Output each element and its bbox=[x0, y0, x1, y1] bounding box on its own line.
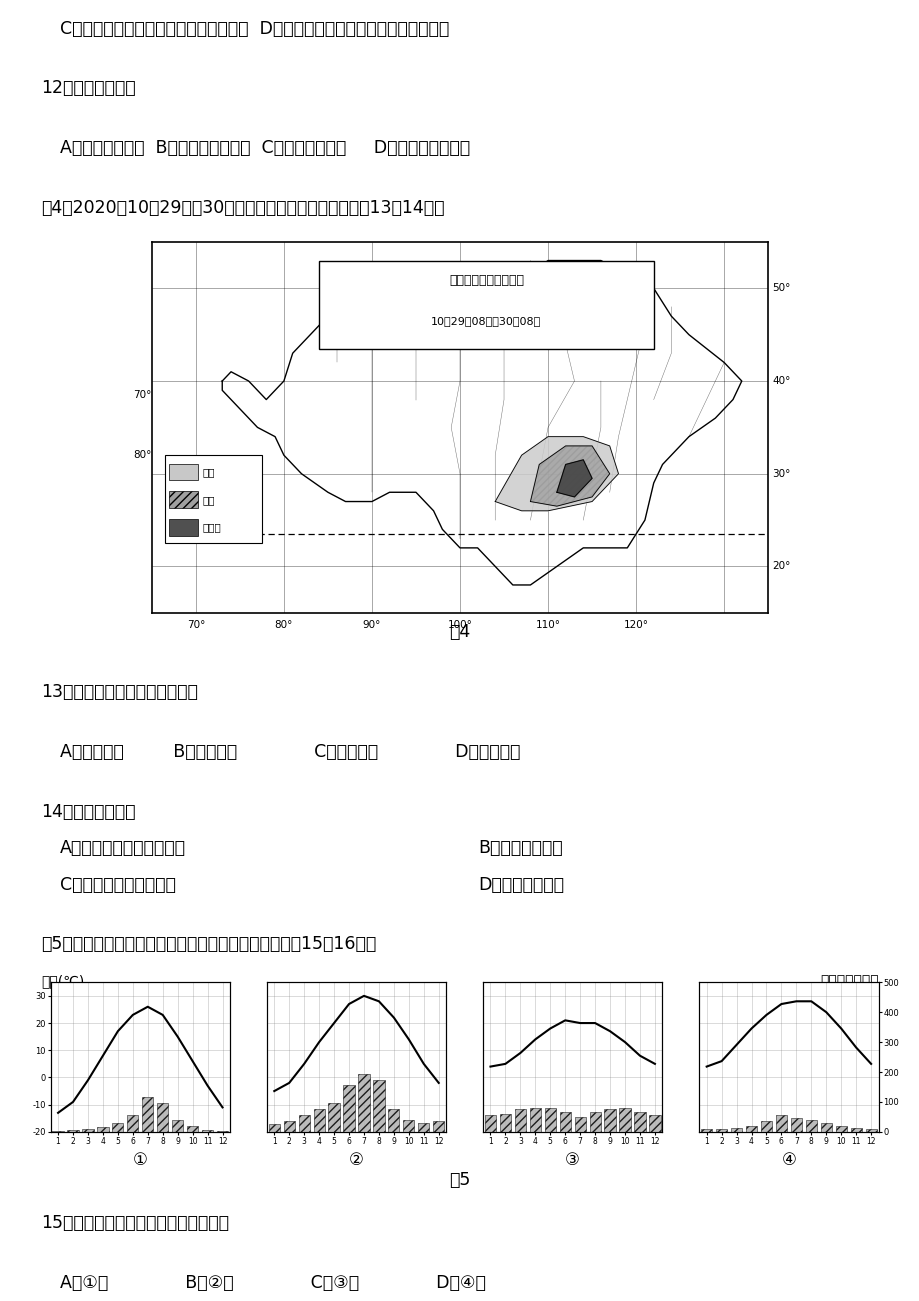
Bar bbox=[328, 1103, 339, 1132]
Bar bbox=[373, 1080, 384, 1132]
Text: A．①城              B．②城              C．③城              D．④城: A．①城 B．②城 C．③城 D．④城 bbox=[60, 1274, 485, 1292]
Text: 30°: 30° bbox=[772, 468, 790, 479]
Text: 90°: 90° bbox=[362, 621, 380, 630]
Bar bbox=[433, 1121, 444, 1132]
Bar bbox=[142, 1098, 153, 1132]
Bar bbox=[745, 1127, 756, 1132]
Text: 图4: 图4 bbox=[448, 623, 471, 641]
Polygon shape bbox=[530, 446, 609, 506]
Bar bbox=[319, 260, 653, 349]
Text: 15．四个城市中，年降水量最丰富的是: 15．四个城市中，年降水量最丰富的是 bbox=[41, 1214, 229, 1232]
Bar bbox=[805, 1120, 816, 1132]
Bar bbox=[358, 1073, 369, 1132]
Text: 图4是2020年10月29日～30日全国降雨区预报图，读图回答13～14题。: 图4是2020年10月29日～30日全国降雨区预报图，读图回答13～14题。 bbox=[41, 199, 445, 217]
Text: 14．降雨的雨带呈: 14．降雨的雨带呈 bbox=[41, 803, 136, 821]
Bar bbox=[760, 1121, 771, 1132]
Bar bbox=[283, 1121, 294, 1132]
Bar bbox=[418, 1124, 429, 1132]
Bar bbox=[544, 1108, 555, 1132]
Text: 10月29日08时～30日08时: 10月29日08时～30日08时 bbox=[431, 316, 541, 325]
Text: 120°: 120° bbox=[623, 621, 648, 630]
Text: 70°: 70° bbox=[187, 621, 205, 630]
Bar bbox=[820, 1124, 831, 1132]
Bar bbox=[172, 1120, 183, 1132]
Bar bbox=[169, 492, 198, 507]
Bar bbox=[313, 1110, 324, 1132]
Bar bbox=[529, 1108, 540, 1132]
Bar bbox=[834, 1127, 845, 1132]
Text: 80°: 80° bbox=[275, 621, 293, 630]
Text: C．东北一西南方向延伸: C．东北一西南方向延伸 bbox=[60, 876, 176, 894]
Text: 暴雨: 暴雨 bbox=[203, 494, 215, 505]
Text: ④: ④ bbox=[780, 1151, 796, 1170]
Text: 图5: 图5 bbox=[448, 1171, 471, 1189]
Bar bbox=[515, 1110, 526, 1132]
Bar bbox=[649, 1115, 660, 1132]
Bar bbox=[715, 1129, 726, 1132]
Text: 降水量（毫米）: 降水量（毫米） bbox=[819, 974, 878, 989]
Bar bbox=[202, 1129, 213, 1132]
Bar bbox=[83, 1129, 94, 1132]
Bar bbox=[775, 1115, 786, 1132]
Bar bbox=[343, 1085, 354, 1132]
Text: A．非洲板块边缘  B．印度洋板块内部  C．亚欧板块边缘     D．太平洋板块内部: A．非洲板块边缘 B．印度洋板块内部 C．亚欧板块边缘 D．太平洋板块内部 bbox=[60, 139, 470, 157]
Bar bbox=[127, 1115, 138, 1132]
Text: ③: ③ bbox=[564, 1151, 580, 1170]
Bar bbox=[97, 1128, 108, 1132]
Text: 70°: 70° bbox=[133, 390, 152, 399]
Bar bbox=[403, 1120, 414, 1132]
Text: 80°: 80° bbox=[133, 450, 152, 461]
Text: D．南北方向延伸: D．南北方向延伸 bbox=[478, 876, 563, 894]
Text: 大雨: 大雨 bbox=[203, 467, 215, 477]
Bar bbox=[112, 1124, 123, 1132]
Bar bbox=[187, 1127, 198, 1132]
Bar bbox=[484, 1115, 495, 1132]
Polygon shape bbox=[556, 459, 592, 497]
Text: 110°: 110° bbox=[535, 621, 560, 630]
Bar bbox=[790, 1119, 801, 1132]
Text: 13．此次降雨过程，主要集中在: 13．此次降雨过程，主要集中在 bbox=[41, 683, 199, 701]
Bar bbox=[67, 1131, 78, 1132]
Text: A．西北一东南方向延伸．: A．西北一东南方向延伸． bbox=[60, 839, 186, 857]
Bar bbox=[559, 1112, 570, 1132]
Bar bbox=[388, 1110, 399, 1132]
Text: ②: ② bbox=[348, 1151, 364, 1170]
Bar bbox=[850, 1128, 861, 1132]
Bar bbox=[169, 463, 198, 480]
Text: 图5是我国四个城市的气温曲线和降水柱状图。读图回答15～16题。: 图5是我国四个城市的气温曲线和降水柱状图。读图回答15～16题。 bbox=[41, 935, 376, 954]
Text: A．长江流域         B．珠江流域              C．黄河流域              D．辽河流域: A．长江流域 B．珠江流域 C．黄河流域 D．辽河流域 bbox=[60, 743, 519, 761]
Bar bbox=[165, 455, 262, 544]
Bar bbox=[157, 1103, 168, 1132]
Text: 12．澳大利亚位于: 12．澳大利亚位于 bbox=[41, 79, 136, 98]
Bar bbox=[169, 519, 198, 536]
Bar bbox=[268, 1124, 279, 1132]
Bar bbox=[604, 1110, 615, 1132]
Bar bbox=[634, 1112, 645, 1132]
Text: C．地处美洲板块与太平洋板块交界地带  D．地处亚欧板块与印度洋板块交界地带: C．地处美洲板块与太平洋板块交界地带 D．地处亚欧板块与印度洋板块交界地带 bbox=[60, 20, 448, 38]
Text: 20°: 20° bbox=[772, 562, 790, 571]
Text: 100°: 100° bbox=[447, 621, 472, 630]
Text: 50°: 50° bbox=[772, 284, 790, 293]
Bar bbox=[618, 1108, 630, 1132]
Text: ①: ① bbox=[132, 1151, 148, 1170]
Bar bbox=[574, 1118, 585, 1132]
Bar bbox=[700, 1129, 711, 1132]
Bar bbox=[731, 1128, 742, 1132]
Text: 气温(℃): 气温(℃) bbox=[41, 974, 85, 989]
Text: 全国强降雨区域预报图: 全国强降雨区域预报图 bbox=[448, 275, 523, 288]
Polygon shape bbox=[494, 437, 618, 511]
Bar bbox=[299, 1115, 310, 1132]
Text: 40°: 40° bbox=[772, 376, 790, 386]
Bar bbox=[499, 1114, 510, 1132]
Text: B．东西方向延伸: B．东西方向延伸 bbox=[478, 839, 562, 857]
Text: 大暴雨: 大暴雨 bbox=[203, 523, 221, 532]
Bar bbox=[865, 1129, 876, 1132]
Bar bbox=[589, 1112, 600, 1132]
